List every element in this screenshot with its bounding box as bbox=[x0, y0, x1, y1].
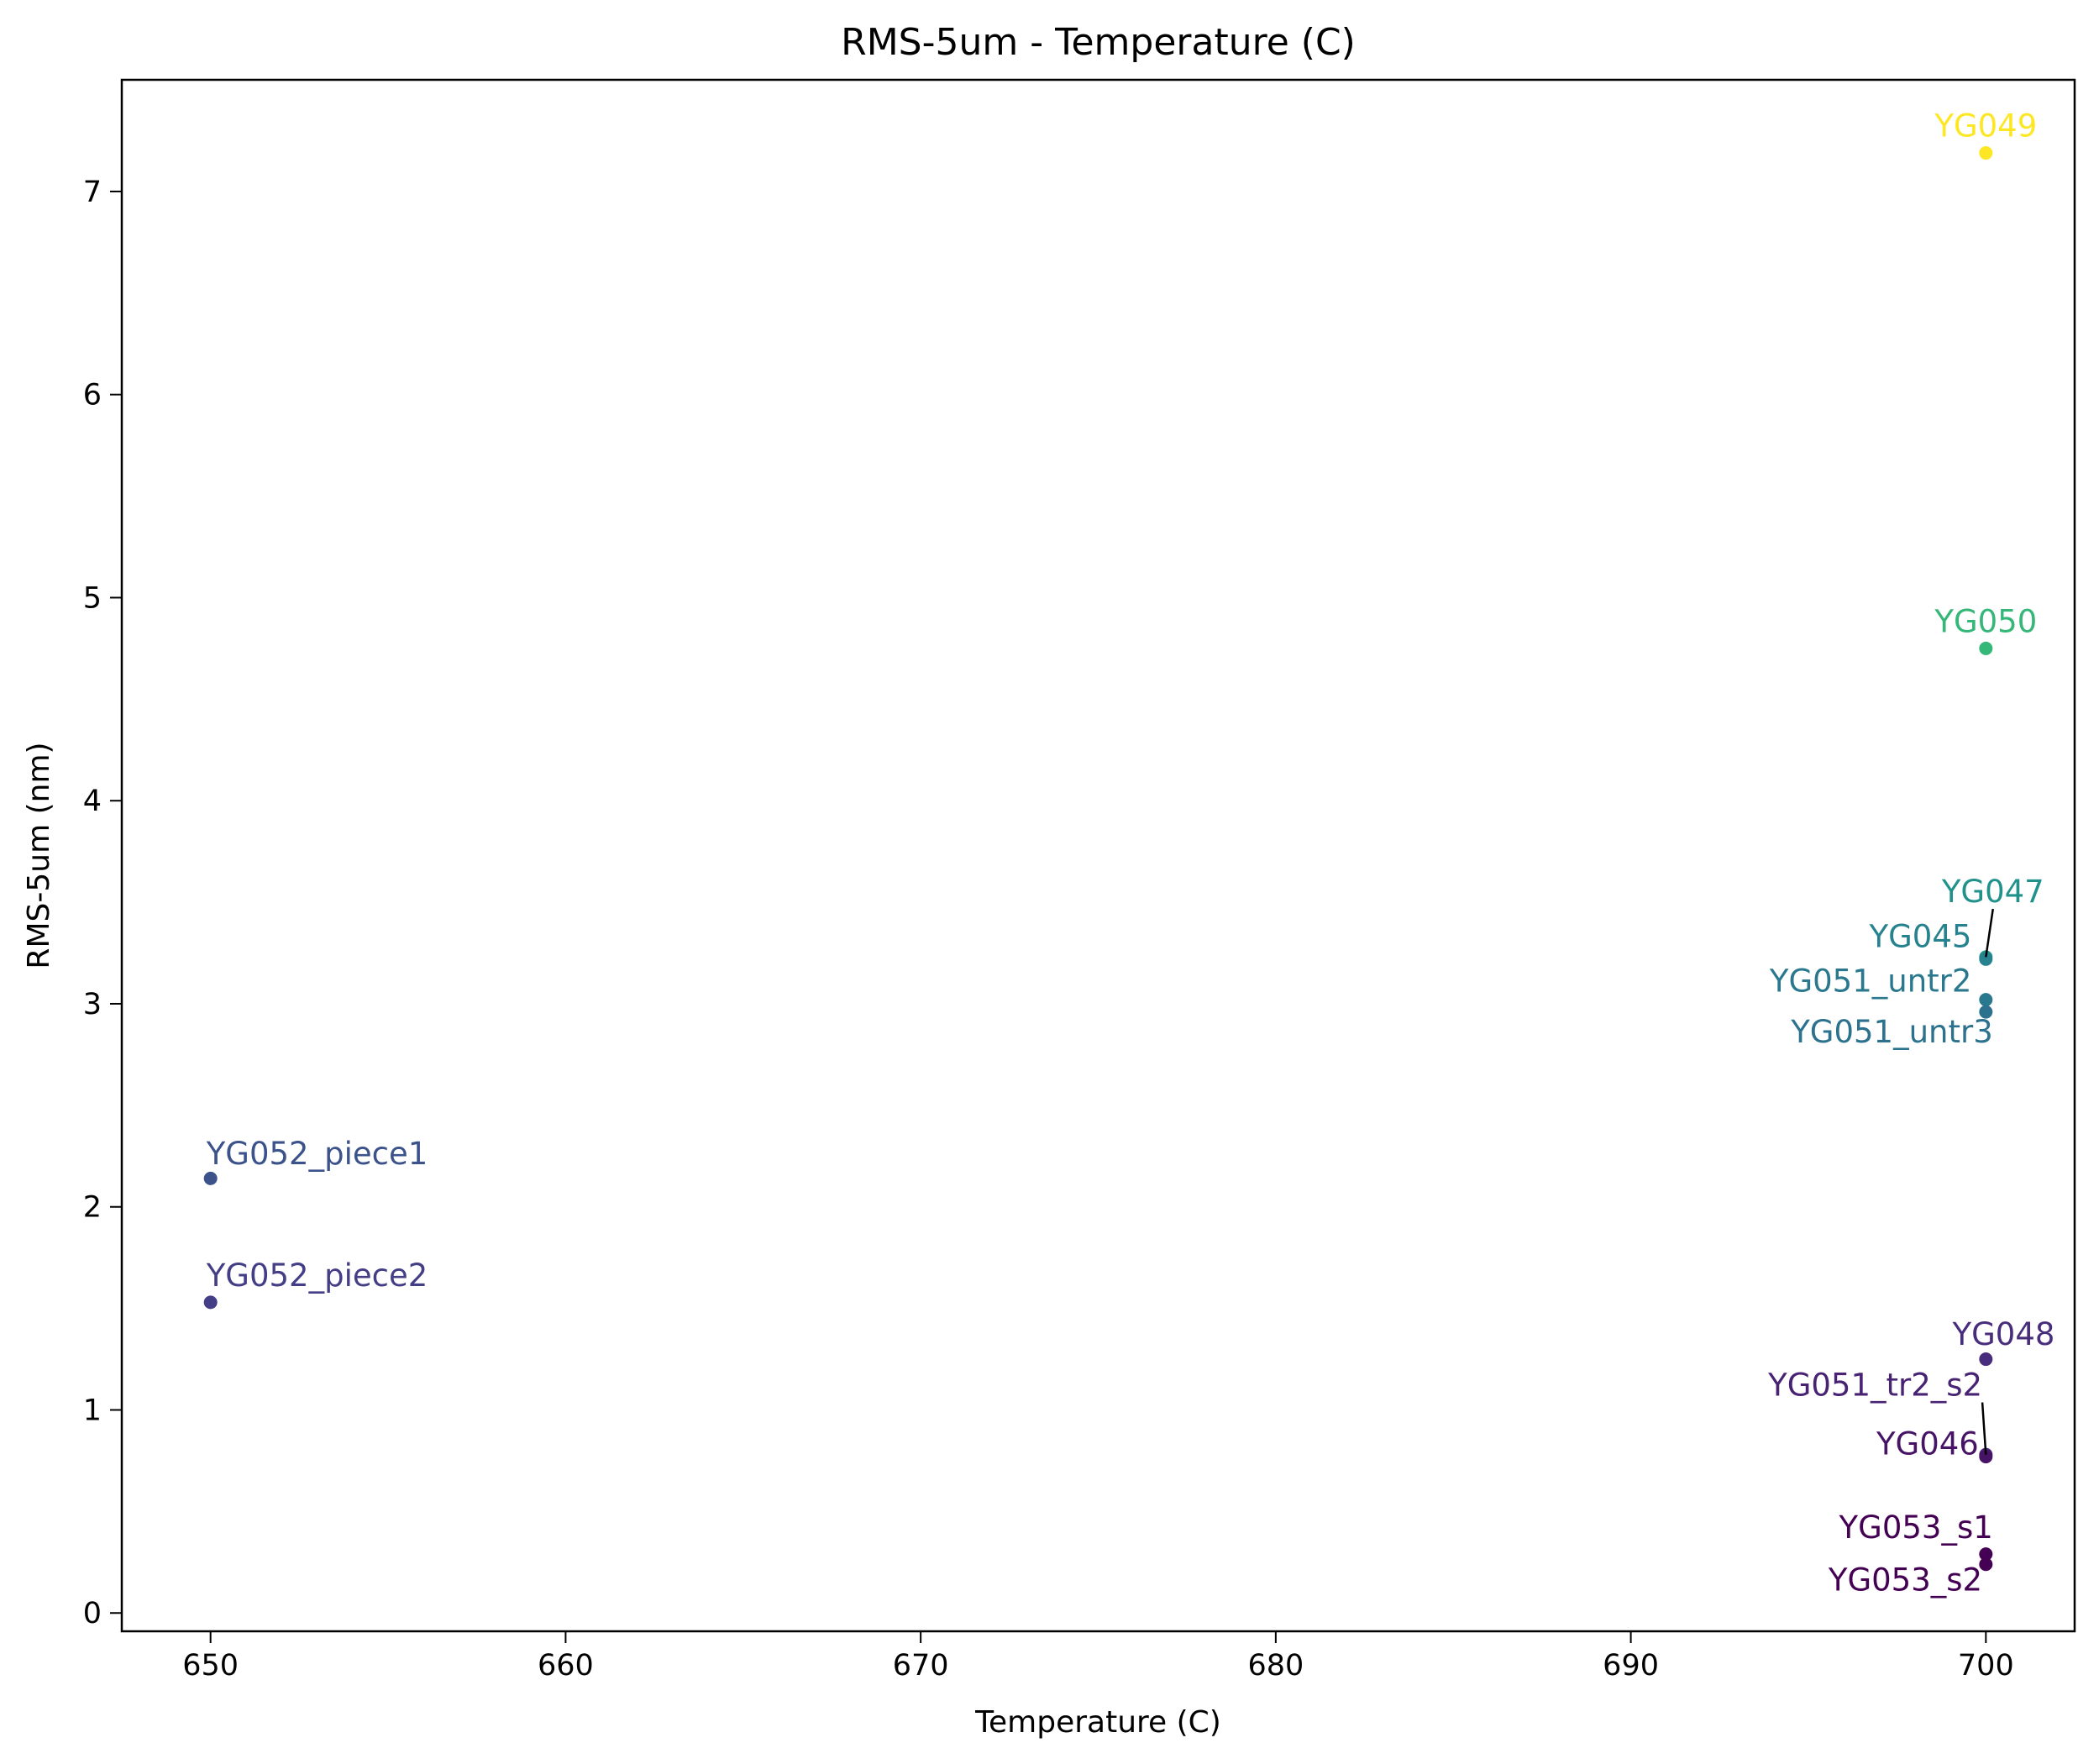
x-tick-label: 660 bbox=[538, 1649, 594, 1683]
x-axis: 650 660 670 680 690 700 bbox=[182, 1631, 2014, 1683]
data-point bbox=[1979, 1352, 1993, 1367]
x-tick-label: 700 bbox=[1958, 1649, 2014, 1683]
x-tick-label: 680 bbox=[1247, 1649, 1304, 1683]
data-point bbox=[1979, 641, 1993, 655]
data-point bbox=[1979, 952, 1993, 966]
data-point bbox=[1979, 993, 1993, 1007]
point-label: YG053_s1 bbox=[1839, 1509, 1993, 1546]
plot-frame bbox=[120, 78, 2076, 1633]
point-label: YG053_s2 bbox=[1828, 1562, 1982, 1599]
y-tick-label: 0 bbox=[83, 1597, 102, 1630]
point-label: YG045 bbox=[1869, 918, 1972, 954]
point-labels: YG049 YG050 YG047 YG045 YG051_untr2 YG051_unt… bbox=[206, 108, 2055, 1599]
data-point bbox=[1979, 1450, 1993, 1464]
y-tick-label: 4 bbox=[83, 785, 102, 818]
data-point bbox=[1979, 146, 1993, 160]
y-tick-label: 5 bbox=[83, 581, 102, 615]
plot-marks bbox=[203, 146, 1993, 1572]
data-point bbox=[1979, 1557, 1993, 1572]
point-label: YG048 bbox=[1952, 1316, 2055, 1352]
point-label: YG052_piece2 bbox=[206, 1257, 428, 1294]
data-point bbox=[203, 1171, 218, 1185]
point-label: YG046 bbox=[1876, 1426, 1979, 1462]
data-point bbox=[203, 1295, 218, 1310]
y-tick-label: 6 bbox=[83, 379, 102, 412]
y-axis: 0 1 2 3 4 5 6 7 bbox=[83, 176, 122, 1630]
y-tick-label: 7 bbox=[83, 176, 102, 209]
leader-line bbox=[1985, 908, 1995, 958]
point-label: YG051_untr2 bbox=[1769, 963, 1972, 999]
y-axis-label: RMS-5um (nm) bbox=[22, 742, 56, 969]
x-axis-label: Temperature (C) bbox=[974, 1705, 1221, 1740]
point-label: YG050 bbox=[1934, 604, 2037, 640]
y-tick-label: 3 bbox=[83, 988, 102, 1021]
point-label: YG049 bbox=[1934, 108, 2037, 144]
leader-line bbox=[1981, 1402, 1987, 1455]
y-tick-label: 1 bbox=[83, 1394, 102, 1427]
x-tick-label: 650 bbox=[182, 1649, 239, 1683]
data-point bbox=[1979, 1005, 1993, 1019]
x-tick-label: 670 bbox=[893, 1649, 949, 1683]
point-label: YG051_untr3 bbox=[1790, 1014, 1993, 1050]
x-tick-label: 690 bbox=[1603, 1649, 1659, 1683]
data-point bbox=[1979, 1547, 1993, 1562]
y-tick-label: 2 bbox=[83, 1191, 102, 1225]
point-label: YG047 bbox=[1941, 874, 2044, 910]
point-label: YG051_tr2_s2 bbox=[1767, 1368, 1982, 1404]
point-label: YG052_piece1 bbox=[206, 1136, 428, 1172]
chart-title: RMS-5um - Temperature (C) bbox=[841, 21, 1356, 64]
